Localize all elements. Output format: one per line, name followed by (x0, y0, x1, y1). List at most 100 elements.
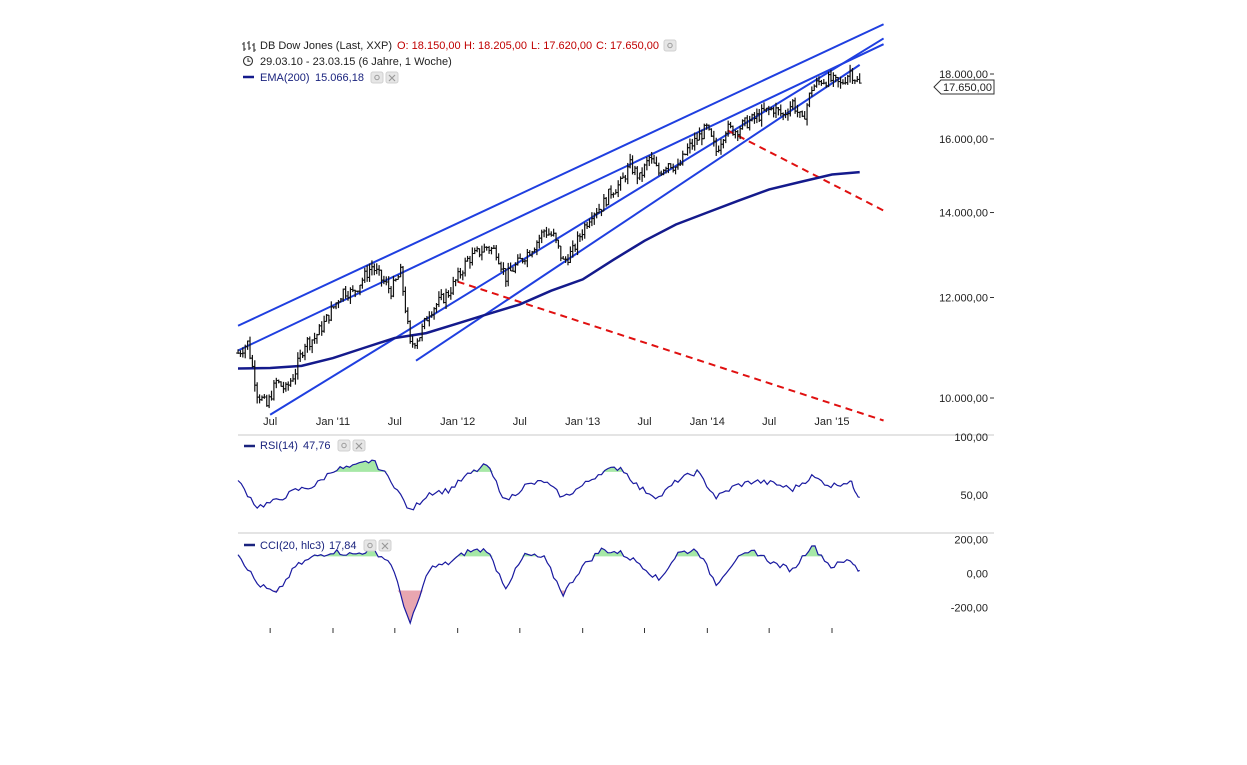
ohlc-bar (728, 121, 733, 129)
last-price-label: 17.650,00 (943, 82, 992, 94)
x-tick-label: Jul (263, 416, 277, 428)
oversold-area (238, 590, 860, 624)
ohlc-bar (286, 381, 291, 391)
x-tick-label: Jan '13 (565, 416, 600, 428)
ohlc-bar (690, 138, 695, 150)
x-tick-label: Jul (762, 416, 776, 428)
indicator-tick-label: 200,00 (954, 534, 988, 546)
ohlc-bars (236, 64, 862, 409)
settings-icon[interactable] (363, 539, 377, 552)
ohlc-bar (843, 76, 848, 85)
price-axis: 18.000,00 16.000,00 14.000,00 12.000,00 10.0… (939, 69, 994, 405)
ohlc-bar (310, 339, 315, 354)
close-icon[interactable] (385, 71, 399, 84)
ema-value: 15.066,18 (315, 72, 364, 84)
bottom-x-ticks (269, 628, 833, 633)
ohlc-bar (259, 395, 264, 401)
cci-line (237, 545, 860, 625)
ohlc-bar (840, 79, 845, 85)
ohlc-bar (274, 377, 279, 389)
ohlc-bar (264, 394, 269, 407)
ohlc-bar (436, 291, 441, 308)
ohlc-bar (470, 247, 475, 266)
ohlc-bar (850, 68, 855, 84)
ohlc-bar (585, 221, 590, 229)
ohlc-bar (573, 243, 578, 252)
ohlc-bar (718, 138, 723, 155)
ohlc-bar (654, 156, 659, 167)
ema-line (237, 170, 860, 370)
ohlc-bar (350, 285, 355, 293)
legend: DB Dow Jones (Last, XXP) O: 18.150,00 H:… (242, 39, 677, 84)
ohlc-bar (606, 188, 611, 206)
dashed-trendline-4 (457, 280, 884, 422)
ohlc-bar (771, 106, 776, 118)
clock-icon (242, 55, 254, 67)
ohlc-bar (300, 351, 305, 359)
ohlc-bar (565, 254, 570, 266)
ohlc-bar (408, 320, 413, 344)
x-tick-label: Jan '15 (814, 416, 849, 428)
ohlc-bar (656, 162, 661, 176)
close-icon[interactable] (378, 539, 392, 552)
ohlc-bar (609, 185, 614, 199)
ohlc-bar (797, 111, 802, 118)
ohlc-bar (702, 123, 707, 140)
ohlc-bar (487, 245, 492, 254)
ohlc-bar (283, 382, 288, 392)
indicator-tick-label: 100,00 (954, 432, 988, 444)
ohlc-bar (551, 228, 556, 237)
close-icon[interactable] (352, 439, 366, 452)
ohlc-bar (441, 293, 446, 304)
x-tick-label: Jul (513, 416, 527, 428)
overbought-area (238, 460, 860, 472)
ohlc-bar (319, 321, 324, 336)
ohlc-bar (687, 138, 692, 154)
ohlc-bar (255, 382, 260, 404)
ohlc-bar (785, 108, 790, 121)
rsi-overbought-fill (238, 460, 860, 472)
instrument-name: DB Dow Jones (Last, XXP) (260, 40, 392, 52)
ohlc-bar (329, 301, 334, 322)
ohlc-bar (802, 111, 807, 120)
ohlc-bar (652, 154, 657, 164)
ohlc-bar (479, 245, 484, 261)
indicator-tick-label: -200,00 (951, 603, 988, 615)
ohlc-bar (778, 104, 783, 117)
trendline-2 (269, 37, 885, 416)
cci-panel: 200,00 0,00 -200,00 CCI(20, hlc3) 17,84 (237, 534, 988, 625)
ohlc-bar (848, 64, 853, 83)
ohlc-bar (343, 285, 348, 299)
ohlc-bar (747, 115, 752, 131)
ohlc-bar (635, 166, 640, 185)
settings-icon[interactable] (663, 39, 677, 52)
ohlc-bar (326, 314, 331, 324)
ohlc-bar (307, 336, 312, 351)
settings-icon[interactable] (370, 71, 384, 84)
ohlc-bar (291, 374, 296, 382)
ohlc-bar (632, 165, 637, 176)
ohlc-bar (496, 253, 501, 265)
ema-label: EMA(200) (260, 72, 310, 84)
ohlc-bar (558, 245, 563, 262)
settings-icon[interactable] (337, 439, 351, 452)
ohlc-bar (391, 275, 396, 298)
rsi-line (237, 459, 860, 511)
x-tick-label: Jan '14 (690, 416, 725, 428)
ohlc-bar (314, 333, 319, 344)
price-panel: 18.000,00 16.000,00 14.000,00 12.000,00 10.0… (236, 23, 995, 428)
ohlc-bar (685, 143, 690, 156)
ohlc-bar (577, 233, 582, 242)
ohlc-bar (494, 245, 499, 261)
ohlc-bar (776, 106, 781, 116)
price-tick-label: 12.000,00 (939, 293, 988, 305)
indicator-line (237, 545, 860, 625)
ohlc-bar (446, 290, 451, 298)
cci-axis: 200,00 0,00 -200,00 (951, 534, 988, 614)
ohlc-bar (298, 349, 303, 362)
ohlc-bar (852, 79, 857, 85)
ohlc-bar (262, 394, 267, 399)
x-tick-label: Jan '11 (316, 416, 350, 428)
